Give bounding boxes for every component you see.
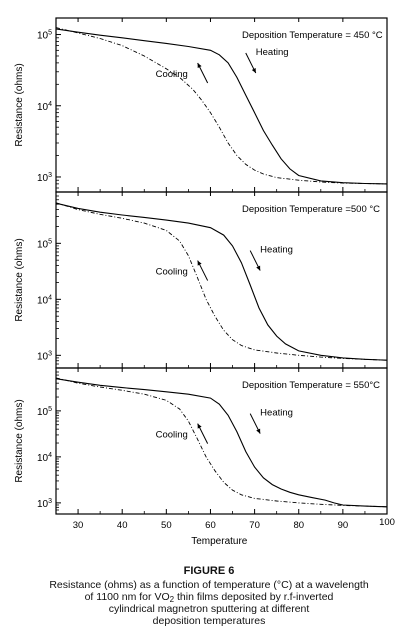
heating-label: Heating	[256, 47, 289, 58]
y-axis-label: Resistance (ohms)	[14, 63, 25, 146]
cooling-label: Cooling	[156, 69, 188, 80]
series-line-heating	[55, 378, 388, 508]
caption-line-2-end: thin films deposited by r.f-inverted	[174, 591, 334, 603]
x-tick-label: 70	[249, 520, 260, 531]
series-line-cooling	[55, 202, 388, 361]
caption-line-3: cylindrical magnetron sputtering at diff…	[108, 603, 310, 615]
y-axis-label: Resistance (ohms)	[14, 399, 25, 482]
chart: 103 104 105 Resistance (ohms) Deposition Tem…	[14, 17, 395, 547]
chart-panel-2: 103 104 105 Resistance (ohms) Deposition Tem…	[14, 191, 388, 369]
series-line-heating	[55, 202, 388, 361]
cooling-label: Cooling	[156, 267, 188, 278]
panel-title: Deposition Temperature = 550°C	[242, 380, 380, 391]
panel-title: Deposition Temperature =500 °C	[242, 204, 380, 215]
y-tick-label: 104	[37, 294, 52, 306]
heating-arrow-head	[251, 68, 256, 74]
x-tick-label: 50	[161, 520, 172, 531]
cooling-arrow-head	[197, 423, 202, 429]
caption-subscript: 2	[169, 595, 175, 604]
x-tick-label: 100	[379, 517, 395, 528]
caption-line-1: Resistance (ohms) as a function of tempe…	[49, 579, 369, 591]
plot-frame	[55, 17, 388, 193]
cooling-label: Cooling	[156, 430, 188, 441]
x-tick-label: 80	[293, 520, 304, 531]
y-tick-label: 103	[37, 350, 52, 362]
series-line-cooling	[55, 377, 388, 508]
y-tick-label: 105	[37, 406, 52, 418]
cooling-arrow-head	[197, 63, 202, 69]
x-axis-label: Temperature	[191, 536, 248, 547]
y-axis-label: Resistance (ohms)	[14, 238, 25, 321]
heating-arrow-head	[256, 265, 261, 271]
y-tick-label: 103	[37, 498, 52, 510]
plot-frame	[55, 367, 388, 515]
x-tick-label: 30	[73, 520, 84, 531]
series-line-cooling	[55, 27, 388, 185]
x-tick-label: 40	[117, 520, 128, 531]
heating-label: Heating	[260, 408, 293, 419]
series-line-heating	[55, 28, 388, 185]
y-tick-label: 104	[37, 101, 52, 113]
heating-arrow-head	[256, 428, 261, 434]
y-tick-label: 103	[37, 172, 52, 184]
panel-title: Deposition Temperature = 450 °C	[242, 30, 383, 41]
figure-title: FIGURE 6	[183, 565, 235, 577]
y-tick-label: 105	[37, 30, 52, 42]
heating-label: Heating	[260, 245, 293, 256]
caption-line-2-start: of 1100 nm for VO	[84, 591, 170, 603]
y-tick-label: 105	[37, 238, 52, 250]
chart-panel-3: 103 104 105 Resistance (ohms) Deposition Tem…	[14, 367, 388, 515]
caption-line-4: deposition temperatures	[152, 615, 266, 627]
caption-line-2: of 1100 nm for VO2 thin films deposited …	[0, 591, 418, 604]
cooling-arrow-head	[197, 260, 202, 266]
x-tick-label: 90	[338, 520, 349, 531]
y-tick-label: 104	[37, 452, 52, 464]
chart-panel-1: 103 104 105 Resistance (ohms) Deposition Tem…	[14, 17, 388, 193]
x-tick-label: 60	[205, 520, 216, 531]
plot-frame	[55, 191, 388, 369]
